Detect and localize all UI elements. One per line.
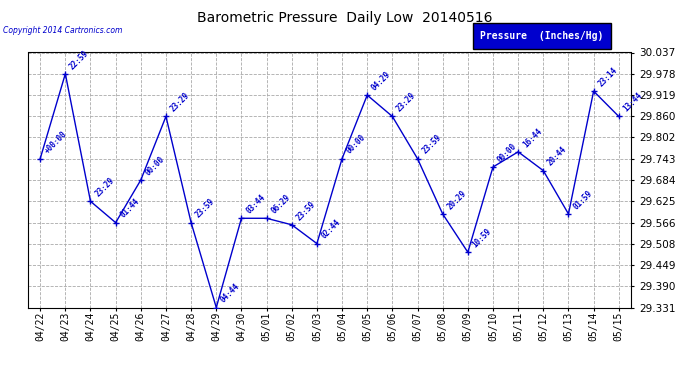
- Text: 01:44: 01:44: [119, 197, 141, 220]
- Text: 04:44: 04:44: [219, 282, 241, 305]
- Text: 03:44: 03:44: [244, 193, 267, 216]
- Text: 04:29: 04:29: [370, 70, 393, 92]
- Text: 00:00: 00:00: [345, 133, 368, 156]
- Text: 22:59: 22:59: [68, 48, 91, 71]
- Text: 10:59: 10:59: [471, 227, 493, 249]
- Text: 00:00: 00:00: [496, 141, 518, 164]
- Text: 16:44: 16:44: [521, 126, 544, 149]
- Text: 23:14: 23:14: [596, 66, 619, 88]
- Text: 23:29: 23:29: [169, 91, 191, 114]
- Text: 23:59: 23:59: [295, 199, 317, 222]
- Text: 20:29: 20:29: [446, 189, 469, 211]
- Text: Pressure  (Inches/Hg): Pressure (Inches/Hg): [480, 31, 603, 40]
- Text: +00:00: +00:00: [43, 130, 69, 156]
- Text: 20:44: 20:44: [546, 145, 569, 168]
- Text: 23:59: 23:59: [194, 197, 217, 220]
- Text: Barometric Pressure  Daily Low  20140516: Barometric Pressure Daily Low 20140516: [197, 11, 493, 25]
- Text: 23:59: 23:59: [420, 133, 443, 156]
- Text: Copyright 2014 Cartronics.com: Copyright 2014 Cartronics.com: [3, 26, 123, 35]
- Text: 02:44: 02:44: [319, 218, 342, 241]
- Text: 06:29: 06:29: [269, 193, 292, 216]
- Text: 01:59: 01:59: [571, 189, 594, 211]
- Text: 13:44: 13:44: [622, 91, 644, 114]
- Text: 23:29: 23:29: [395, 91, 418, 114]
- Text: 00:00: 00:00: [144, 154, 166, 177]
- Text: 23:29: 23:29: [93, 176, 116, 198]
